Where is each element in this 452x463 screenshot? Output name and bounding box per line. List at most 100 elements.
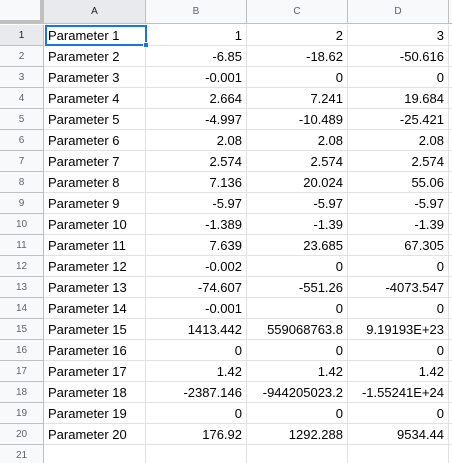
cell-c[interactable]: 2: [247, 25, 348, 46]
cell-d[interactable]: -4073.547: [348, 277, 449, 298]
cell-b[interactable]: 176.92: [146, 424, 247, 445]
cell-a[interactable]: Parameter 11: [44, 235, 146, 256]
cell-a[interactable]: Parameter 7: [44, 151, 146, 172]
cell-d[interactable]: 0: [348, 403, 449, 424]
cell-b[interactable]: -0.002: [146, 256, 247, 277]
cell-d[interactable]: 19.684: [348, 88, 449, 109]
row-header[interactable]: 13: [0, 277, 44, 298]
cell-d[interactable]: -50.616: [348, 46, 449, 67]
cell-d[interactable]: 0: [348, 67, 449, 88]
cell-a[interactable]: Parameter 4: [44, 88, 146, 109]
cell-a[interactable]: [44, 445, 146, 463]
cell-a[interactable]: Parameter 13: [44, 277, 146, 298]
cell-b[interactable]: -6.85: [146, 46, 247, 67]
row-header[interactable]: 17: [0, 361, 44, 382]
cell-a[interactable]: Parameter 18: [44, 382, 146, 403]
row-header[interactable]: 15: [0, 319, 44, 340]
cell-b[interactable]: 1: [146, 25, 247, 46]
cell-c[interactable]: 1.42: [247, 361, 348, 382]
cell-c[interactable]: -5.97: [247, 193, 348, 214]
cell-b[interactable]: 0: [146, 340, 247, 361]
cell-d[interactable]: -1.39: [348, 214, 449, 235]
row-header[interactable]: 4: [0, 88, 44, 109]
cell-b[interactable]: -1.389: [146, 214, 247, 235]
row-header[interactable]: 11: [0, 235, 44, 256]
cell-b[interactable]: -2387.146: [146, 382, 247, 403]
cell-a[interactable]: Parameter 5: [44, 109, 146, 130]
cell-b[interactable]: 2.574: [146, 151, 247, 172]
cell-c[interactable]: 20.024: [247, 172, 348, 193]
cell-a[interactable]: Parameter 14: [44, 298, 146, 319]
cell-c[interactable]: 2.08: [247, 130, 348, 151]
cell-b[interactable]: 7.136: [146, 172, 247, 193]
row-header[interactable]: 21: [0, 445, 44, 463]
cell-d[interactable]: -5.97: [348, 193, 449, 214]
cell-d[interactable]: 67.305: [348, 235, 449, 256]
cell-b[interactable]: -0.001: [146, 67, 247, 88]
cell-b[interactable]: -74.607: [146, 277, 247, 298]
cell-b[interactable]: [146, 445, 247, 463]
row-header[interactable]: 16: [0, 340, 44, 361]
row-header[interactable]: 3: [0, 67, 44, 88]
cell-b[interactable]: 2.664: [146, 88, 247, 109]
cell-c[interactable]: 23.685: [247, 235, 348, 256]
cell-a[interactable]: Parameter 2: [44, 46, 146, 67]
cell-d[interactable]: 9534.44: [348, 424, 449, 445]
fill-handle[interactable]: [143, 42, 149, 48]
cell-c[interactable]: 0: [247, 298, 348, 319]
cell-a[interactable]: Parameter 20: [44, 424, 146, 445]
cell-a[interactable]: Parameter 12: [44, 256, 146, 277]
row-header[interactable]: 7: [0, 151, 44, 172]
cell-c[interactable]: 1292.288: [247, 424, 348, 445]
row-header[interactable]: 10: [0, 214, 44, 235]
row-header[interactable]: 18: [0, 382, 44, 403]
cell-c[interactable]: 0: [247, 403, 348, 424]
cell-d[interactable]: 2.08: [348, 130, 449, 151]
row-header[interactable]: 9: [0, 193, 44, 214]
cell-a[interactable]: Parameter 19: [44, 403, 146, 424]
select-all-corner[interactable]: [0, 0, 44, 24]
cell-b[interactable]: 1413.442: [146, 319, 247, 340]
cell-a[interactable]: Parameter 9: [44, 193, 146, 214]
cell-a[interactable]: Parameter 10: [44, 214, 146, 235]
cell-c[interactable]: -551.26: [247, 277, 348, 298]
cell-c[interactable]: -1.39: [247, 214, 348, 235]
cell-c[interactable]: 0: [247, 340, 348, 361]
cell-a[interactable]: Parameter 3: [44, 67, 146, 88]
cell-d[interactable]: 1.42: [348, 361, 449, 382]
cell-b[interactable]: -5.97: [146, 193, 247, 214]
cell-d[interactable]: 0: [348, 298, 449, 319]
row-header[interactable]: 1: [0, 25, 44, 46]
row-header[interactable]: 20: [0, 424, 44, 445]
cell-c[interactable]: [247, 445, 348, 463]
row-header[interactable]: 12: [0, 256, 44, 277]
row-header[interactable]: 5: [0, 109, 44, 130]
cell-b[interactable]: -4.997: [146, 109, 247, 130]
cell-d[interactable]: 2.574: [348, 151, 449, 172]
cell-c[interactable]: 0: [247, 256, 348, 277]
cell-c[interactable]: -944205023.2: [247, 382, 348, 403]
column-header-c[interactable]: C: [247, 0, 348, 24]
row-header[interactable]: 2: [0, 46, 44, 67]
cell-b[interactable]: 1.42: [146, 361, 247, 382]
cell-a[interactable]: Parameter 16: [44, 340, 146, 361]
cell-d[interactable]: 55.06: [348, 172, 449, 193]
cell-b[interactable]: 0: [146, 403, 247, 424]
cell-b[interactable]: 7.639: [146, 235, 247, 256]
cell-c[interactable]: 559068763.8: [247, 319, 348, 340]
column-header-b[interactable]: B: [146, 0, 247, 24]
cell-c[interactable]: -10.489: [247, 109, 348, 130]
cell-a[interactable]: Parameter 15: [44, 319, 146, 340]
cell-d[interactable]: 0: [348, 256, 449, 277]
cell-c[interactable]: 7.241: [247, 88, 348, 109]
cell-d[interactable]: -1.55241E+24: [348, 382, 449, 403]
cell-b[interactable]: 2.08: [146, 130, 247, 151]
cell-c[interactable]: 0: [247, 67, 348, 88]
row-header[interactable]: 8: [0, 172, 44, 193]
cell-d[interactable]: 0: [348, 340, 449, 361]
row-header[interactable]: 19: [0, 403, 44, 424]
column-header-a[interactable]: A: [44, 0, 146, 24]
cell-a[interactable]: Parameter 6: [44, 130, 146, 151]
cell-d[interactable]: 3: [348, 25, 449, 46]
